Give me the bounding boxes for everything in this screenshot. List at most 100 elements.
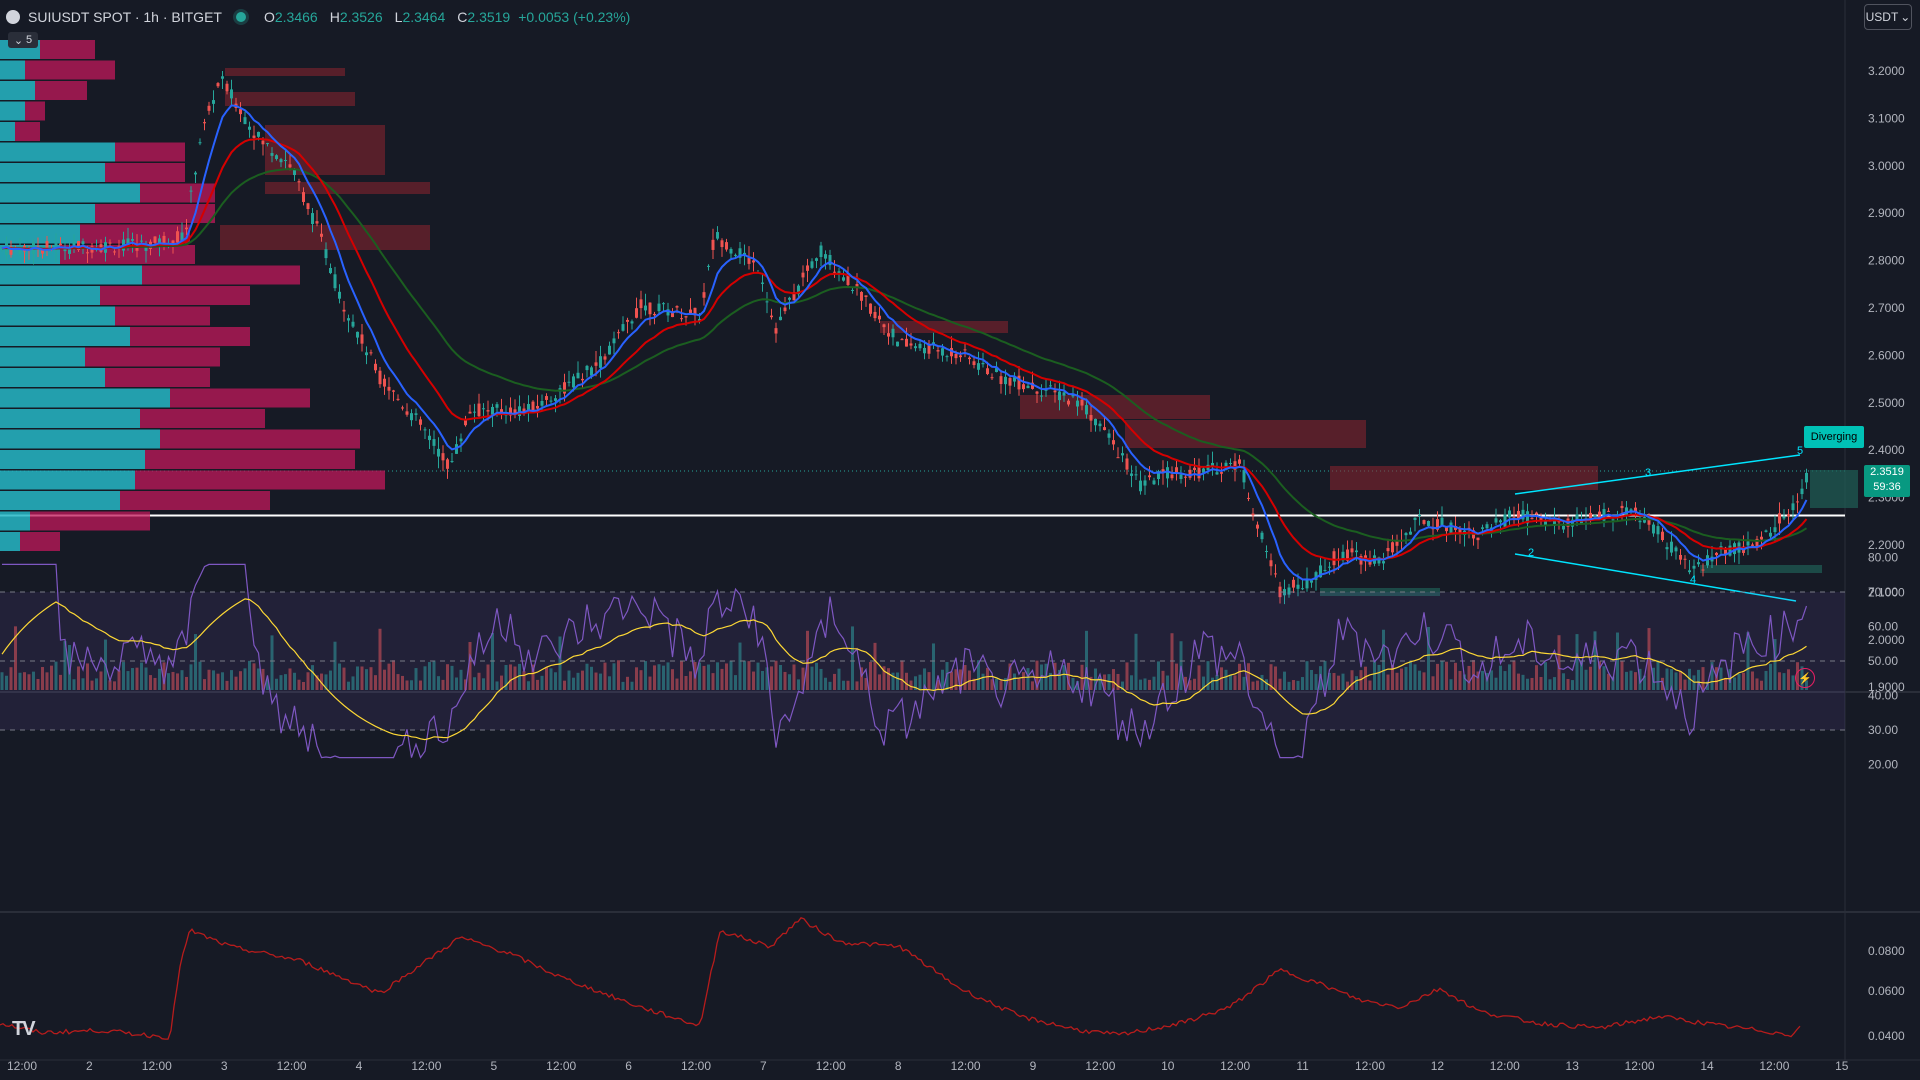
volume-bar <box>450 665 454 690</box>
candle-body <box>216 83 220 87</box>
candle-body <box>833 271 836 273</box>
volume-bar <box>212 670 215 690</box>
volume-bar <box>981 673 985 690</box>
volume-bar <box>1098 677 1102 690</box>
price-axis-label: 2.7000 <box>1868 301 1905 315</box>
volume-bar <box>1643 675 1646 690</box>
candle-body <box>1211 462 1214 468</box>
candle-body <box>635 308 638 318</box>
volume-bar <box>590 666 593 690</box>
volume-bar <box>180 670 184 690</box>
candle-body <box>572 376 575 388</box>
time-axis-label: 12:00 <box>1220 1059 1250 1073</box>
time-axis-label: 5 <box>490 1059 497 1073</box>
candle-body <box>374 363 377 371</box>
candle-body <box>689 309 692 314</box>
candle-body <box>1332 551 1336 566</box>
volume-bar <box>288 668 292 690</box>
volume-profile-down-bar <box>100 286 250 305</box>
rsi-axis-label: 70.00 <box>1868 585 1898 599</box>
candle-body <box>41 248 44 254</box>
candle-body <box>1562 525 1565 530</box>
volume-profile-down-bar <box>20 532 60 551</box>
time-axis-label: 9 <box>1030 1059 1037 1073</box>
close-value: 2.3519 <box>467 9 511 25</box>
volume-bar <box>126 671 130 690</box>
volume-profile-down-bar <box>105 368 210 387</box>
volume-bar <box>1764 670 1768 690</box>
candle-body <box>441 453 445 461</box>
candle-body <box>873 311 877 319</box>
volume-bar <box>1125 662 1129 690</box>
candle-body <box>266 143 269 145</box>
candle-body <box>968 357 971 360</box>
lightning-icon[interactable]: ⚡ <box>1795 668 1815 688</box>
volume-bar <box>383 669 386 690</box>
volume-bar <box>1530 677 1534 690</box>
volume-bar <box>158 668 161 690</box>
volume-bar <box>770 666 773 690</box>
volume-bar <box>536 679 539 690</box>
currency-select[interactable]: USDT ⌄ <box>1864 4 1912 30</box>
candle-body <box>1476 537 1480 541</box>
volume-bar <box>1139 679 1142 690</box>
currency-label: USDT <box>1865 10 1899 24</box>
supply-zone <box>220 225 430 250</box>
volume-bar <box>1467 665 1471 690</box>
price-axis-label: 2.8000 <box>1868 254 1905 268</box>
candle-body <box>995 368 998 373</box>
volume-bar <box>1008 663 1012 690</box>
candle-body <box>270 153 274 156</box>
volume-bar <box>1751 671 1754 690</box>
volume-bar <box>954 669 958 690</box>
volume-bar <box>360 666 364 690</box>
candle-body <box>1526 511 1529 524</box>
volume-bar <box>1512 660 1516 690</box>
candle-body <box>1287 587 1291 595</box>
candle-body <box>162 235 166 246</box>
candle-body <box>360 334 364 344</box>
candle-body <box>864 295 868 297</box>
price-axis-label: 2.6000 <box>1868 348 1905 362</box>
candle-body <box>734 254 737 256</box>
candle-body <box>1688 570 1691 573</box>
volume-bar <box>405 680 409 690</box>
volume-bar <box>14 626 17 690</box>
volume-bar <box>914 676 917 690</box>
candle-body <box>1382 561 1385 564</box>
volume-bar <box>1481 670 1484 690</box>
time-axis-label: 4 <box>356 1059 363 1073</box>
volume-bar <box>1004 678 1007 690</box>
wave-label: 2 <box>1528 547 1534 559</box>
candle-body <box>72 241 76 248</box>
collapse-indicators-button[interactable]: ⌄ 5 <box>8 32 38 48</box>
time-axis-label: 12:00 <box>816 1059 846 1073</box>
time-axis-label: 12:00 <box>277 1059 307 1073</box>
candle-body <box>383 378 386 387</box>
wave-label: 5 <box>1797 445 1803 457</box>
symbol-title[interactable]: SUIUSDT SPOT · 1h · BITGET <box>28 9 222 25</box>
candle-body <box>716 232 719 239</box>
candle-body <box>1044 389 1048 391</box>
time-axis-label: 3 <box>221 1059 228 1073</box>
volume-bar <box>828 681 832 690</box>
volume-bar <box>923 668 926 690</box>
candle-body <box>1179 474 1183 480</box>
volume-bar <box>824 677 827 690</box>
volume-bar <box>729 660 733 690</box>
candle-body <box>540 400 544 406</box>
tradingview-logo[interactable]: TV <box>12 1018 36 1040</box>
volume-bar <box>63 641 67 690</box>
price-axis-label: 2.5000 <box>1868 396 1905 410</box>
candle-body <box>86 252 89 254</box>
time-axis-label: 10 <box>1161 1059 1175 1073</box>
candle-body <box>923 347 926 354</box>
volume-bar <box>567 670 571 690</box>
candle-body <box>230 89 233 99</box>
volume-bar <box>621 681 625 690</box>
volume-bar <box>1719 667 1723 690</box>
candle-body <box>684 316 688 318</box>
candle-body <box>1098 423 1102 427</box>
